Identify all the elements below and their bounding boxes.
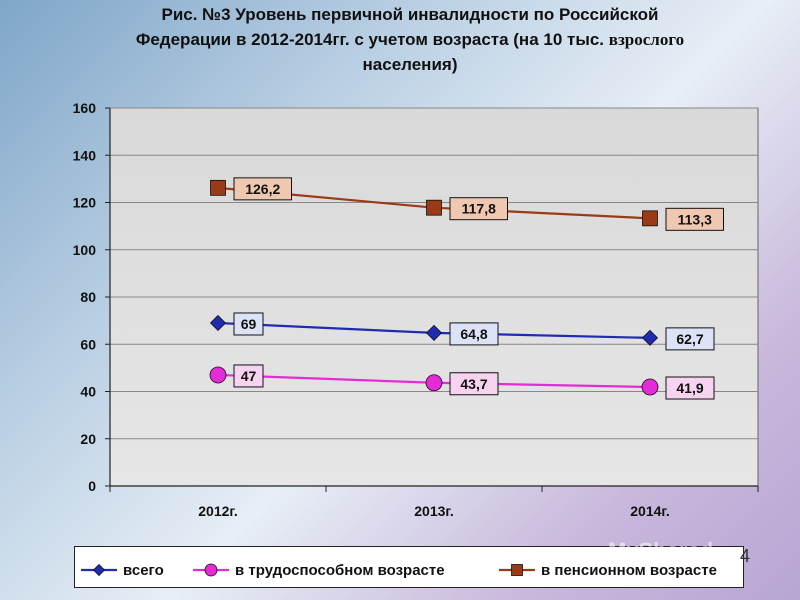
data-point-marker xyxy=(209,314,227,332)
series-group: 69 64,8 62,7 47 43,7 41,9 126,2 117,8 113,3 xyxy=(209,177,724,400)
title-line-2: Федерации в 2012-2014гг. с учетом возрас… xyxy=(60,27,760,52)
data-point-marker xyxy=(425,324,443,341)
legend: всего в трудоспособном возрасте в пенсионн… xyxy=(74,546,744,588)
data-point-marker xyxy=(210,179,226,196)
data-point-marker xyxy=(641,378,659,396)
data-label-box xyxy=(233,364,264,388)
x-tick-label: 2013г. xyxy=(414,503,453,519)
legend-label: в пенсионном возрасте xyxy=(541,562,717,579)
data-label: 43,7 xyxy=(460,376,487,392)
title-line-1: Рис. №3 Уровень первичной инвалидности п… xyxy=(161,5,659,24)
legend-entries: всего в трудоспособном возрасте в пенсионн… xyxy=(81,562,717,579)
data-point-marker xyxy=(511,564,523,576)
title-line-2a: Федерации в 2012-2014гг. с учетом возрас… xyxy=(135,30,605,49)
watermark-logo: MyShared xyxy=(608,538,714,563)
data-label: 117,8 xyxy=(462,201,496,217)
axes: 0 20 40 60 80 100 120 140 160 2012г. 2013г. 2014г. xyxy=(73,100,759,519)
legend-entry: всего xyxy=(81,562,164,579)
y-tick-label: 60 xyxy=(80,336,96,352)
chart-title: Рис. №3 Уровень первичной инвалидности п… xyxy=(60,2,760,77)
data-point-marker xyxy=(209,366,227,384)
page-number: 4 xyxy=(740,546,751,566)
data-label: 64,8 xyxy=(460,326,487,342)
series-3: 126,2 117,8 113,3 xyxy=(210,177,724,231)
data-label-box xyxy=(665,207,724,231)
data-point-marker xyxy=(426,199,442,216)
y-tick-label: 100 xyxy=(73,242,97,258)
data-label-box xyxy=(449,197,508,221)
x-tick-label: 2014г. xyxy=(630,503,669,519)
y-tick-label: 0 xyxy=(88,478,96,494)
data-label-box xyxy=(449,322,499,346)
data-label-box xyxy=(665,376,715,400)
y-tick-label: 160 xyxy=(73,100,97,116)
data-label: 47 xyxy=(241,368,257,384)
x-tick-label: 2012г. xyxy=(198,503,237,519)
legend-entry: в пенсионном возрасте xyxy=(499,562,717,579)
data-label-box xyxy=(233,312,264,336)
legend-label: всего xyxy=(123,562,164,579)
legend-label: в трудоспособном возрасте xyxy=(235,562,445,579)
y-tick-label: 40 xyxy=(80,384,96,400)
title-line-3: населения) xyxy=(362,55,458,74)
data-label-box xyxy=(449,372,499,396)
legend-entry: в трудоспособном возрасте xyxy=(193,562,445,579)
data-point-marker xyxy=(425,374,443,392)
data-label: 113,3 xyxy=(678,211,712,227)
y-tick-label: 120 xyxy=(73,195,97,211)
data-point-marker xyxy=(641,329,659,346)
data-label: 126,2 xyxy=(245,181,280,197)
series-2: 47 43,7 41,9 xyxy=(209,364,715,400)
data-label-box xyxy=(665,327,715,351)
y-tick-label: 140 xyxy=(73,147,97,163)
data-label: 69 xyxy=(241,316,257,332)
data-point-marker xyxy=(204,563,218,577)
data-label: 41,9 xyxy=(676,380,703,396)
y-tick-label: 80 xyxy=(80,289,96,305)
title-line-2b: взрослого xyxy=(608,30,685,49)
data-point-marker xyxy=(642,210,658,227)
series-1: 69 64,8 62,7 xyxy=(209,312,715,351)
data-point-marker xyxy=(92,563,106,577)
y-tick-label: 20 xyxy=(80,431,96,447)
data-label: 62,7 xyxy=(676,331,703,347)
data-label-box xyxy=(233,177,292,201)
